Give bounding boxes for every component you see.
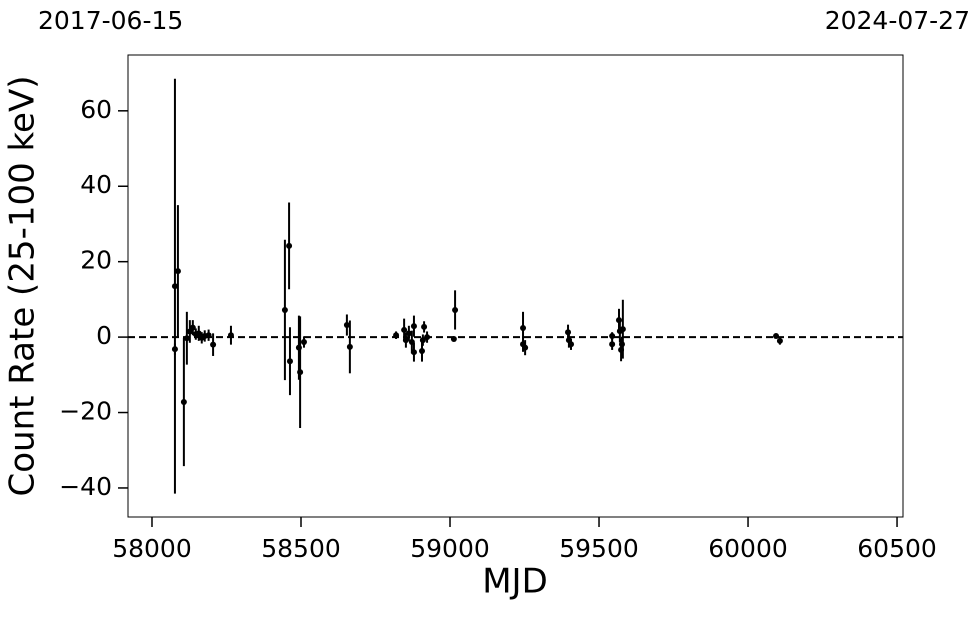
data-point [776, 337, 783, 344]
data-point [410, 323, 417, 330]
data-point [346, 343, 353, 350]
data-point [410, 349, 417, 356]
data-point [418, 348, 425, 355]
y-tick-label: 40 [80, 170, 112, 199]
data-point [401, 326, 408, 333]
data-point [619, 326, 626, 333]
data-point [174, 268, 181, 275]
x-tick-label: 60000 [708, 534, 788, 563]
y-tick-label: −40 [59, 472, 112, 501]
x-tick-label: 58500 [261, 534, 341, 563]
data-point [227, 332, 234, 339]
data-point [189, 324, 196, 331]
y-tick-label: 20 [80, 246, 112, 275]
data-point [522, 344, 529, 351]
data-point [297, 369, 304, 376]
data-point [171, 346, 178, 353]
x-tick-label: 59000 [410, 534, 490, 563]
data-point [286, 358, 293, 365]
data-point [402, 337, 409, 344]
x-tick-label: 60500 [857, 534, 937, 563]
data-point [393, 332, 400, 339]
data-point [520, 325, 527, 332]
data-point [210, 341, 217, 348]
y-tick-label: 0 [96, 321, 112, 350]
x-tick-label: 59500 [559, 534, 639, 563]
data-point [286, 242, 293, 249]
data-point [609, 341, 616, 348]
data-point [568, 341, 575, 348]
x-tick-label: 58000 [112, 534, 192, 563]
x-axis-label: MJD [482, 562, 548, 602]
data-point [609, 332, 616, 339]
data-point [171, 283, 178, 290]
data-point [281, 306, 288, 313]
data-point [452, 306, 459, 313]
plot-frame [127, 54, 904, 518]
end-date-label: 2024-07-27 [825, 6, 970, 35]
data-point [180, 398, 187, 405]
data-point [419, 337, 426, 344]
data-point [205, 332, 212, 339]
start-date-label: 2017-06-15 [38, 6, 183, 35]
data-point [405, 330, 412, 337]
data-point [195, 330, 202, 337]
data-point [343, 322, 350, 329]
y-axis-label: Count Rate (25-100 keV) [3, 76, 43, 497]
data-point [421, 323, 428, 330]
data-point [183, 335, 190, 342]
data-point [450, 335, 457, 342]
data-point [424, 334, 431, 341]
y-tick-label: 60 [80, 95, 112, 124]
data-point [773, 332, 780, 339]
y-tick-label: −20 [59, 397, 112, 426]
data-point [300, 339, 307, 346]
